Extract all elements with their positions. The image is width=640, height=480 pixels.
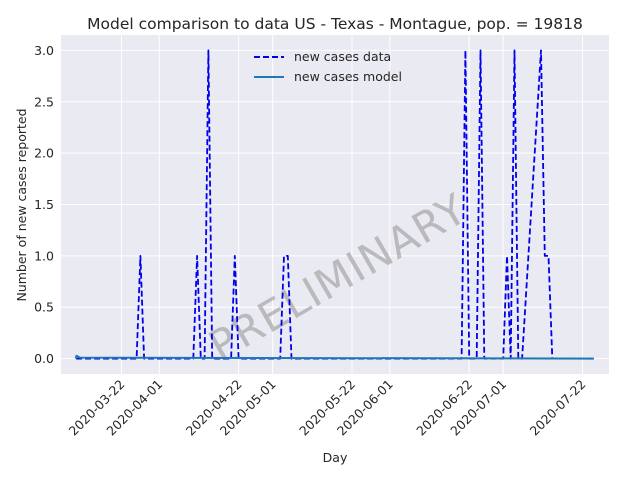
series-line-model <box>75 354 594 360</box>
y-axis-ticks: 0.0 0.5 1.0 1.5 2.0 2.5 3.0 <box>34 43 54 366</box>
grid <box>61 35 609 374</box>
y-tick-label: 2.0 <box>34 146 54 161</box>
legend-label-data: new cases data <box>294 49 391 64</box>
legend: new cases data new cases model <box>254 49 402 84</box>
y-tick-label: 3.0 <box>34 43 54 58</box>
y-tick-label: 1.0 <box>34 248 54 263</box>
x-axis-label: Day <box>323 450 348 465</box>
y-tick-label: 0.5 <box>34 300 54 315</box>
y-tick-label: 2.5 <box>34 94 54 109</box>
series-line-data <box>76 49 594 360</box>
y-axis-label: Number of new cases reported <box>14 108 29 301</box>
y-tick-label: 0.0 <box>34 351 54 366</box>
chart-title: Model comparison to data US - Texas - Mo… <box>87 15 583 33</box>
legend-label-model: new cases model <box>294 69 402 84</box>
y-tick-label: 1.5 <box>34 197 54 212</box>
series-layer <box>75 49 594 360</box>
